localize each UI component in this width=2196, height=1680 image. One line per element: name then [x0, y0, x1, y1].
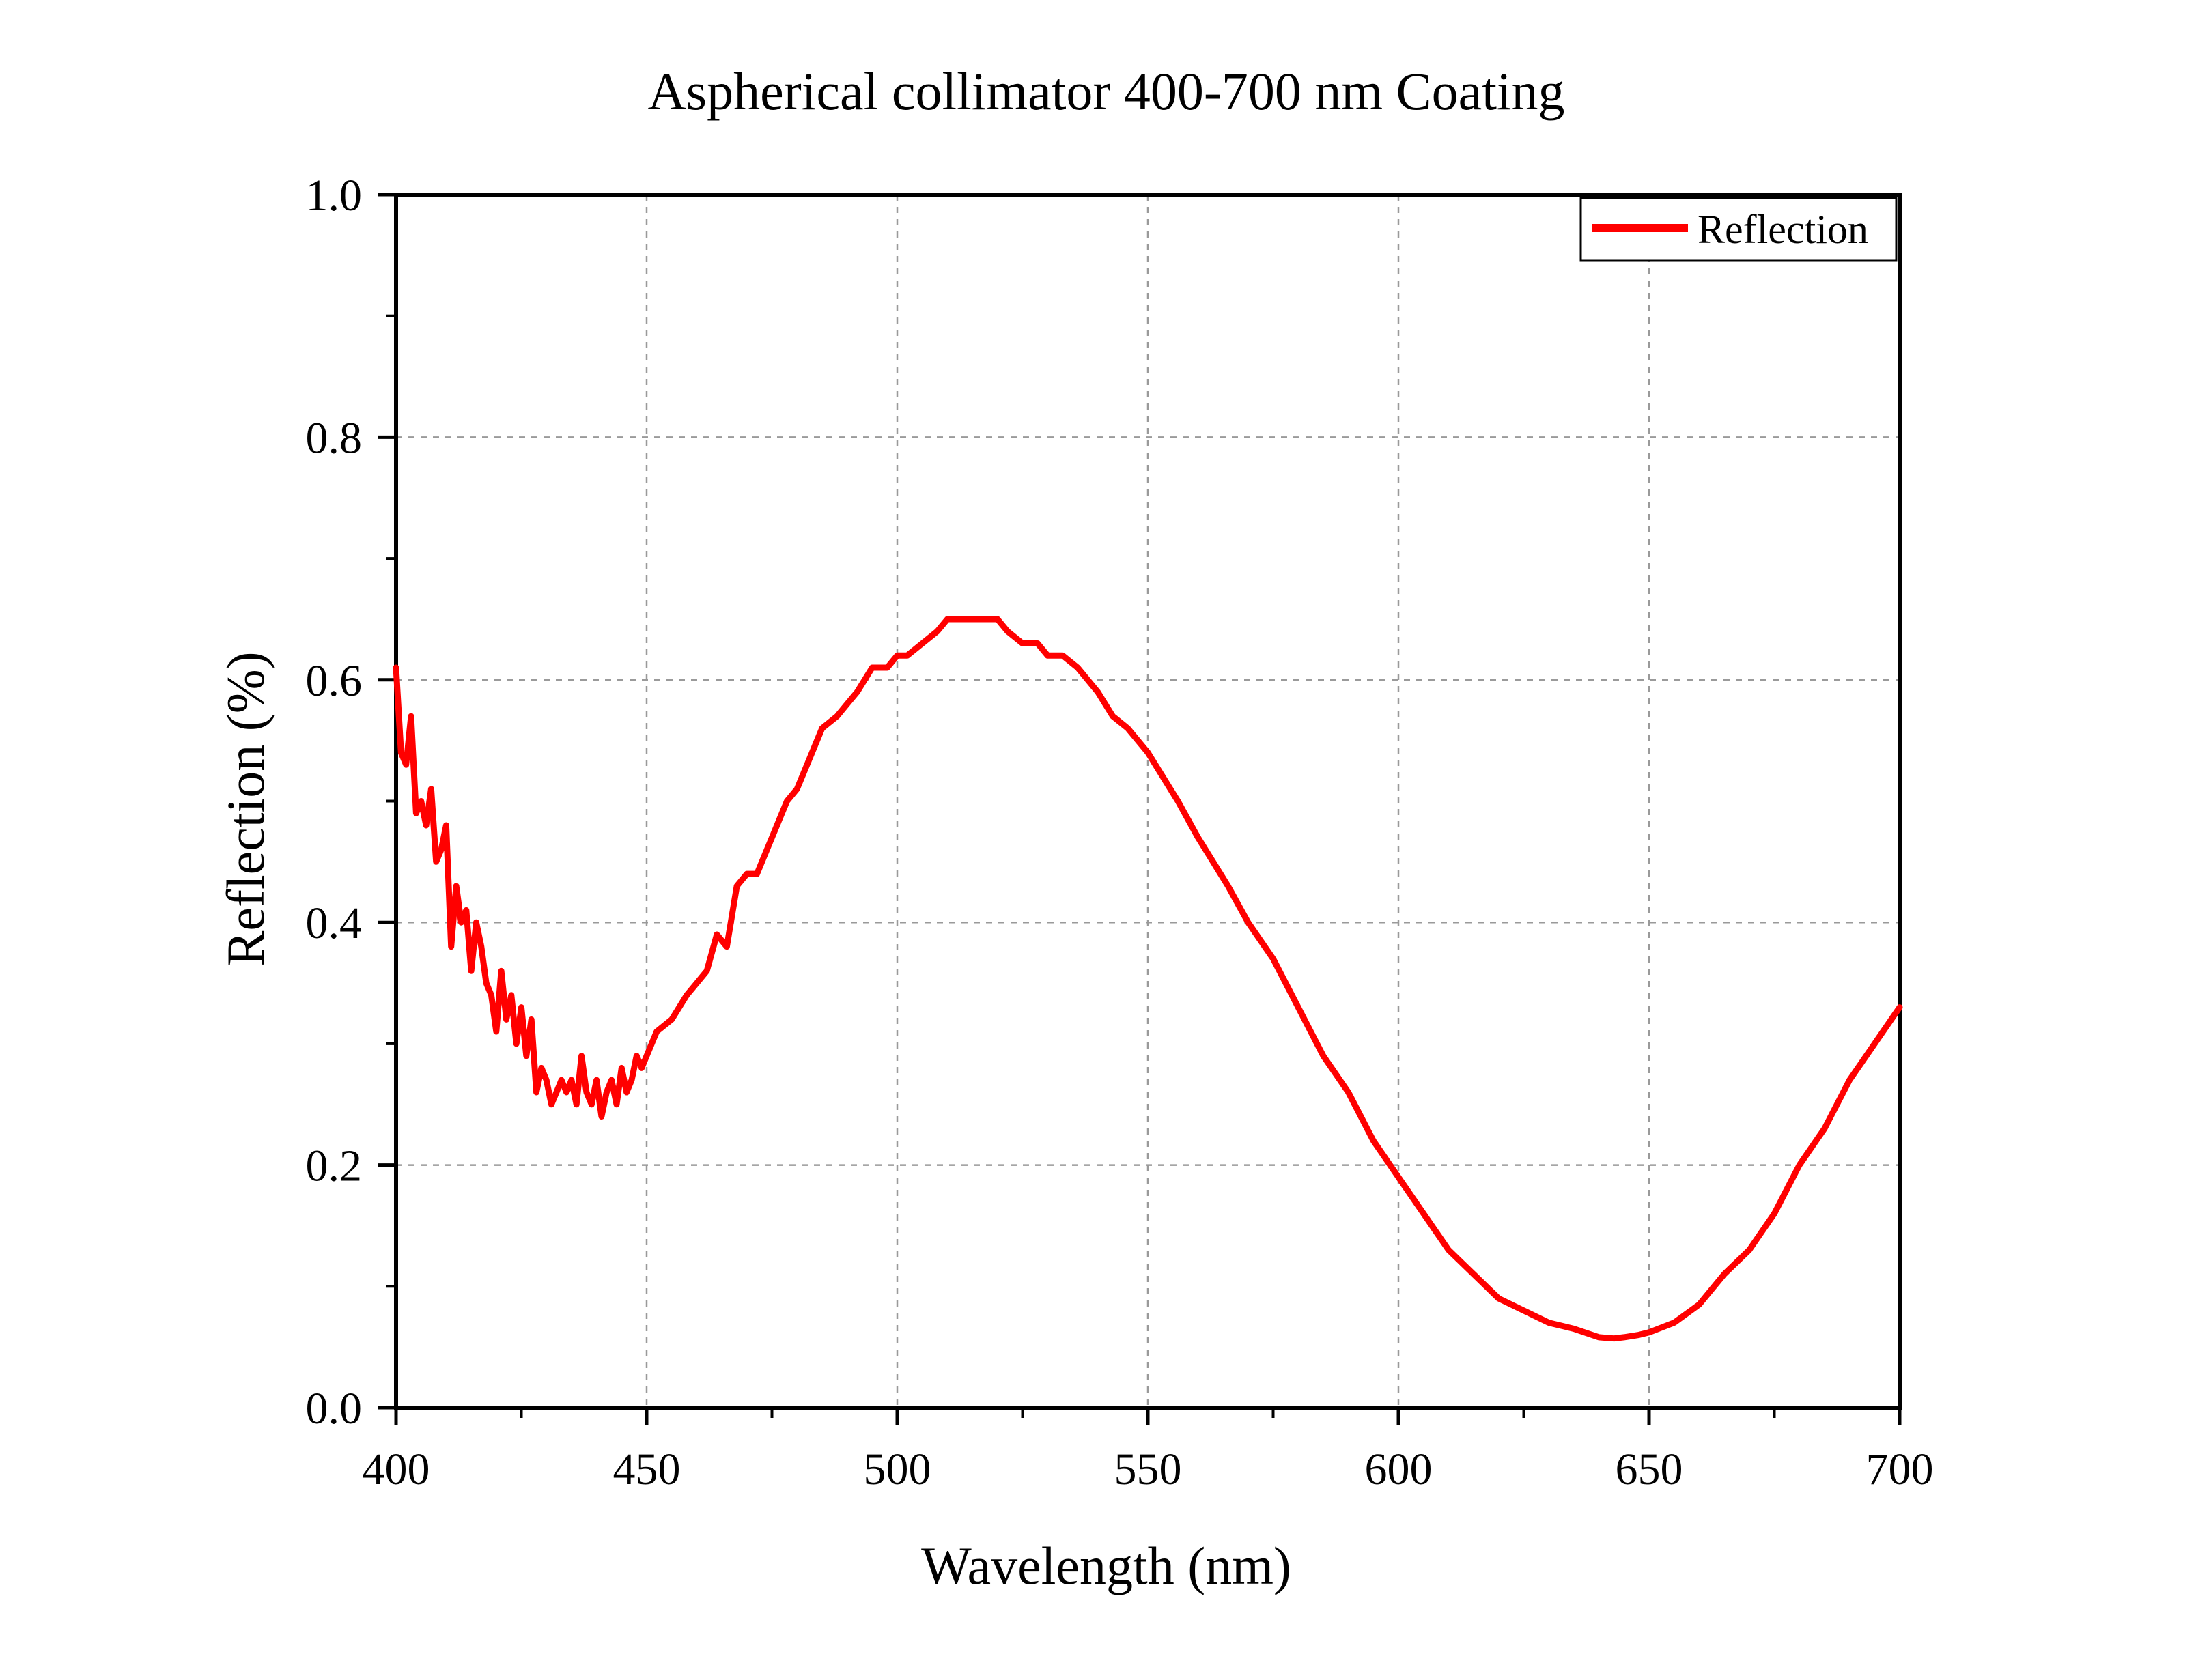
plot-area	[393, 616, 1903, 1342]
y-tick-label: 0.4	[306, 898, 363, 948]
x-tick-label: 550	[1114, 1444, 1182, 1494]
chart-title: Aspherical collimator 400-700 nm Coating	[647, 61, 1564, 121]
legend: Reflection	[1579, 197, 1898, 262]
y-tick-label: 0.0	[306, 1384, 363, 1434]
x-tick-label: 450	[613, 1444, 681, 1494]
series-line-reflection	[393, 616, 1903, 1342]
x-tick-label: 600	[1365, 1444, 1433, 1494]
grid-lines	[396, 195, 1900, 1408]
y-tick-label: 1.0	[306, 171, 363, 220]
x-tick-label: 500	[864, 1444, 931, 1494]
x-tick-label: 650	[1616, 1444, 1683, 1494]
y-tick-label: 0.8	[306, 413, 363, 463]
legend-label-reflection: Reflection	[1698, 207, 1868, 252]
y-tick-label: 0.2	[306, 1141, 363, 1191]
y-tick-label: 0.6	[306, 656, 363, 706]
x-axis-label: Wavelength (nm)	[921, 1536, 1291, 1595]
y-axis-label: Reflection (%)	[216, 651, 275, 966]
x-tick-label: 400	[363, 1444, 430, 1494]
axes: 400 450 500 550 600 650 700 0.0 0.2 0.4 0.6 0.8 1.0	[306, 171, 1934, 1494]
x-tick-label: 700	[1866, 1444, 1934, 1494]
